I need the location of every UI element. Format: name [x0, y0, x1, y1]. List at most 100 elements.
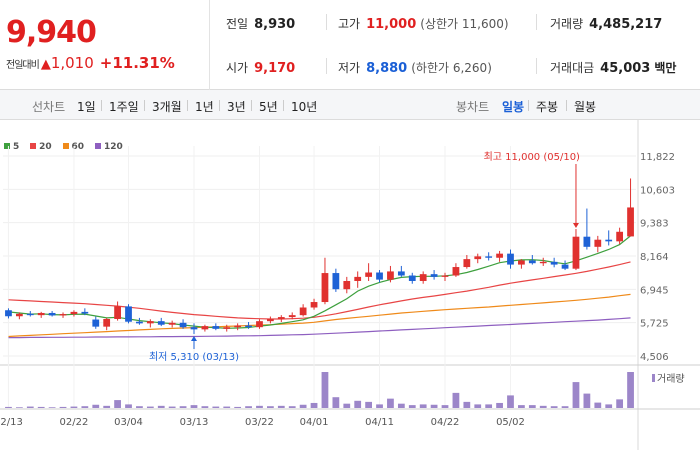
candle-body: [277, 317, 285, 319]
candle-body: [419, 274, 427, 281]
candle-chart-label: 봉차트: [456, 100, 490, 114]
volume-bar: [277, 405, 285, 408]
y-tick-label: 6,945: [640, 285, 669, 296]
divider: [326, 14, 327, 30]
change-label: 전일대비: [6, 60, 40, 71]
volume-bar: [387, 398, 394, 408]
volume-bar: [92, 404, 100, 408]
candle-body: [212, 326, 220, 329]
candle-body: [299, 307, 307, 316]
volume-bar: [463, 401, 471, 408]
candle-body: [376, 272, 383, 280]
volume-bar: [136, 406, 143, 408]
candle-body: [518, 260, 525, 265]
candle-body: [245, 325, 252, 328]
volume-bar: [430, 404, 438, 408]
candle-body: [146, 321, 154, 324]
period-1y[interactable]: 1년: [195, 100, 214, 114]
period-1d[interactable]: 1일: [77, 100, 96, 114]
period-weekly[interactable]: 주봉: [536, 100, 559, 114]
volume-bar: [146, 406, 154, 408]
volume-bar: [15, 407, 23, 408]
volume-bar: [223, 406, 231, 408]
candle-body: [136, 321, 143, 324]
divider: [187, 100, 188, 111]
candle-body: [539, 261, 547, 264]
x-tick-label: 03/13: [180, 417, 209, 428]
volume-bar: [452, 392, 460, 408]
x-tick-label: 04/11: [365, 417, 394, 428]
divider: [566, 100, 567, 111]
period-5y[interactable]: 5년: [259, 100, 278, 114]
candle-body: [452, 267, 460, 276]
legend-label: 5: [13, 142, 20, 152]
period-monthly[interactable]: 월봉: [574, 100, 597, 114]
volume-bar: [321, 372, 329, 408]
candle-body: [332, 273, 340, 290]
volume-bar: [507, 395, 514, 408]
y-tick-label: 4,506: [640, 352, 669, 363]
ma-legend: 5 20 60 120: [4, 142, 131, 152]
period-3m[interactable]: 3개월: [152, 100, 182, 114]
volume-bar: [70, 406, 78, 408]
candle-body: [37, 312, 45, 316]
change-percent: +11.31%: [99, 54, 175, 72]
candle-body: [256, 321, 263, 328]
candle-body: [321, 273, 329, 303]
legend-ma120: 120: [94, 142, 123, 152]
volume-bar: [212, 406, 220, 408]
candle-body: [430, 274, 438, 277]
candle-body: [408, 275, 416, 281]
volume-bar: [267, 406, 274, 408]
volume-bar: [441, 405, 449, 408]
x-tick-label: 03/04: [114, 417, 143, 428]
ma120-line: [8, 317, 631, 339]
ma5-line: [8, 235, 631, 329]
legend-label: 60: [71, 142, 85, 152]
candle-body: [474, 256, 482, 260]
price-summary: 9,940 전일대비 ▲1,010 +11.31%: [0, 0, 210, 90]
candle-body: [114, 306, 121, 319]
turnover-label: 거래대금: [550, 61, 595, 75]
period-3y[interactable]: 3년: [227, 100, 246, 114]
y-tick-label: 5,725: [640, 319, 669, 330]
price-chart[interactable]: 11,822 10,603 9,383 8,164 6,945 5,725 4,506 02/…: [0, 120, 700, 450]
volume-bar: [616, 399, 624, 408]
y-tick-label: 10,603: [640, 185, 675, 196]
candle-body: [26, 313, 34, 316]
candle-body: [627, 207, 634, 237]
volume-label: 거래량: [550, 17, 584, 31]
open-stat: 시가 9,170: [226, 59, 295, 76]
x-tick-label: 04/01: [300, 417, 329, 428]
volume-bar: [288, 406, 296, 408]
volume-bar: [572, 382, 580, 408]
legend-ma5: 5: [4, 142, 19, 152]
period-10y[interactable]: 10년: [291, 100, 318, 114]
candle-body: [59, 314, 67, 316]
volume-bar: [365, 401, 372, 408]
candle-body: [5, 310, 12, 317]
turnover-stat: 거래대금 45,003 백만: [550, 59, 676, 76]
candle-body: [561, 264, 569, 269]
period-1w[interactable]: 1주일: [109, 100, 139, 114]
volume-bar: [26, 406, 34, 408]
volume-bar: [59, 406, 67, 408]
volume-bar: [594, 402, 602, 408]
candle-body: [201, 326, 209, 330]
candle-body: [397, 271, 405, 276]
quote-header: 9,940 전일대비 ▲1,010 +11.31% 전일 8,930 고가 11,000…: [0, 0, 700, 90]
open-label: 시가: [226, 61, 249, 75]
legend-swatch: [30, 143, 37, 149]
low-value: 8,880: [366, 61, 408, 76]
volume-bar: [583, 393, 591, 408]
prev-close-value: 8,930: [254, 17, 296, 32]
y-tick-label: 9,383: [640, 219, 669, 230]
x-tick-label: 02/22: [60, 417, 89, 428]
legend-label: 120: [103, 142, 123, 152]
high-arrow-icon: [572, 223, 579, 229]
period-daily[interactable]: 일봉: [502, 100, 525, 114]
candle-body: [179, 322, 187, 328]
candle-body: [528, 260, 536, 264]
volume-bar: [496, 402, 503, 408]
volume-value: 4,485,217: [589, 17, 663, 32]
